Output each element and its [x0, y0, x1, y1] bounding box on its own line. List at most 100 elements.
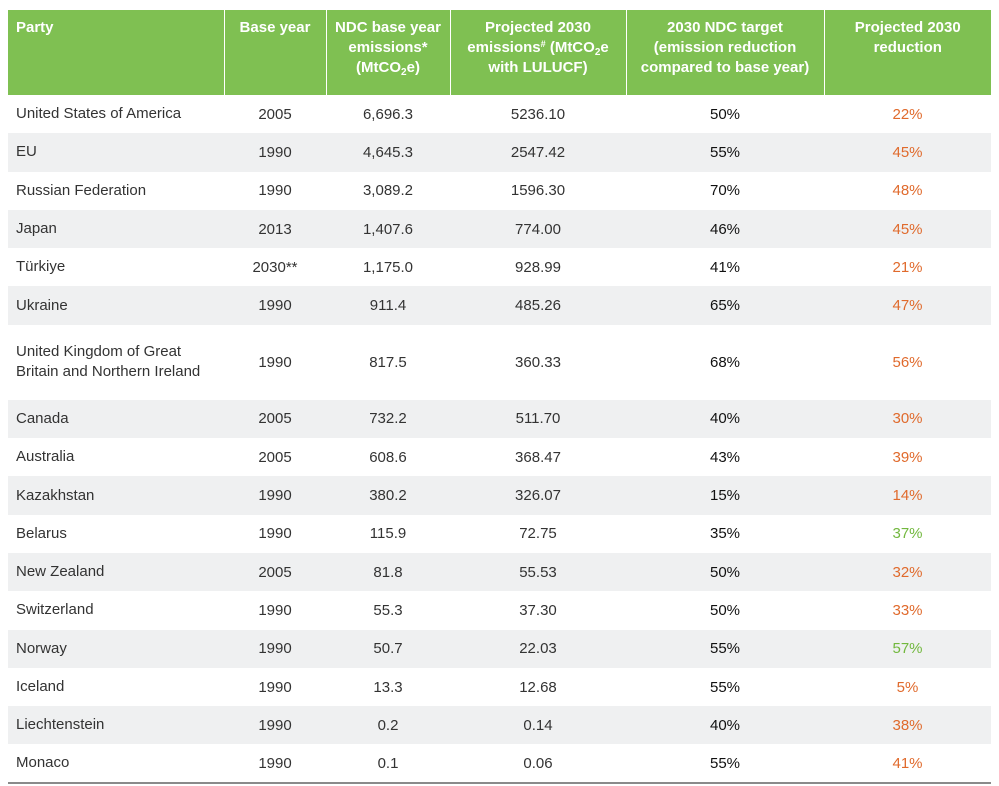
cell-projected-emissions: 55.53 [450, 552, 626, 592]
header-ndc-target: 2030 NDC target (emission reduction comp… [626, 10, 825, 95]
cell-party: Canada [8, 399, 224, 439]
table-row: Japan 2013 1,407.6 774.00 46% 45% [8, 209, 991, 249]
cell-party: Iceland [16, 678, 65, 695]
cell-ndc-target: 50% [709, 105, 741, 123]
table-row: Kazakhstan 1990 380.2 326.07 15% 14% [8, 476, 991, 515]
cell-party: Kazakhstan [8, 476, 224, 515]
header-projected-reduction: Projected 2030 reduction [824, 10, 991, 95]
cell-projected-emissions: 485.26 [450, 286, 626, 325]
cell-projected-reduction: 47% [824, 286, 991, 325]
table-row: United States of America 2005 6,696.3 5236.… [8, 95, 991, 133]
header-ndc-base-sub: 2 [401, 67, 407, 78]
cell-base-year: 1990 [258, 601, 292, 619]
cell-projected-reduction: 45% [824, 209, 991, 249]
cell-base-emissions: 732.2 [326, 399, 450, 439]
cell-base-year: 1990 [224, 476, 326, 515]
cell-base-year: 1990 [258, 353, 292, 371]
cell-projected-emissions: 511.70 [450, 399, 626, 439]
cell-party: New Zealand [8, 552, 224, 592]
table-row: Belarus 1990 115.9 72.75 35% 37% [8, 515, 991, 553]
cell-projected-emissions: 928.99 [515, 258, 561, 276]
cell-base-emissions: 115.9 [369, 525, 407, 543]
ndc-emissions-table: Party Base year NDC base year emissions*… [8, 10, 991, 784]
header-projected-emissions: Projected 2030 emissions# (MtCO2e with L… [450, 10, 627, 95]
cell-base-emissions: 6,696.3 [362, 105, 414, 123]
table-row: Ukraine 1990 911.4 485.26 65% 47% [8, 286, 991, 325]
cell-base-year: 1990 [224, 706, 326, 745]
cell-base-year: 2005 [258, 105, 292, 123]
cell-base-emissions: 1,175.0 [362, 258, 414, 276]
cell-projected-reduction: 57% [824, 629, 991, 668]
cell-projected-reduction: 45% [824, 133, 991, 172]
cell-projected-emissions: 37.30 [519, 601, 557, 619]
cell-ndc-target: 46% [626, 209, 824, 249]
cell-ndc-target: 50% [709, 601, 741, 619]
cell-projected-reduction: 14% [824, 476, 991, 515]
cell-projected-emissions: 1596.30 [510, 182, 566, 200]
header-proj-unit: (MtCO [545, 39, 595, 56]
cell-base-emissions: 608.6 [369, 448, 407, 466]
cell-ndc-target: 40% [626, 399, 824, 439]
cell-party: Australia [16, 448, 75, 466]
cell-projected-reduction: 22% [892, 105, 923, 123]
header-ndc-base-text: NDC base year emissions* [335, 19, 441, 56]
cell-party: Norway [8, 629, 224, 668]
table-row: Liechtenstein 1990 0.2 0.14 40% 38% [8, 706, 991, 745]
table-body: United States of America 2005 6,696.3 5236.… [8, 95, 991, 784]
cell-projected-emissions: 774.00 [450, 209, 626, 249]
cell-base-emissions: 4,645.3 [326, 133, 450, 172]
table-row: Canada 2005 732.2 511.70 40% 30% [8, 399, 991, 439]
cell-base-emissions: 55.3 [373, 601, 403, 619]
cell-party: Türkiye [16, 258, 66, 276]
cell-ndc-target: 68% [709, 353, 741, 371]
header-proj-unit-end: e with LULUCF) [488, 39, 609, 76]
cell-base-emissions: 911.4 [326, 286, 450, 325]
cell-base-emissions: 1,407.6 [326, 209, 450, 249]
emissions-table-container: Party Base year NDC base year emissions*… [8, 10, 991, 784]
cell-projected-emissions: 12.68 [519, 678, 557, 696]
cell-ndc-target: 55% [626, 744, 824, 784]
cell-base-emissions: 3,089.2 [362, 182, 414, 200]
header-row: Party Base year NDC base year emissions*… [8, 10, 991, 95]
cell-base-emissions: 50.7 [326, 629, 450, 668]
cell-base-emissions: 817.5 [369, 353, 407, 371]
cell-ndc-target: 35% [709, 525, 741, 543]
header-ndc-base-unit-end: e) [406, 59, 420, 76]
header-party: Party [8, 10, 225, 95]
cell-party: Japan [8, 209, 224, 249]
table-row: Iceland 1990 13.3 12.68 55% 5% [8, 668, 991, 706]
cell-ndc-target: 50% [626, 552, 824, 592]
table-row: EU 1990 4,645.3 2547.42 55% 45% [8, 133, 991, 172]
cell-party: United States of America [16, 105, 182, 123]
table-row: Türkiye 2030** 1,175.0 928.99 41% 21% [8, 248, 991, 286]
cell-projected-emissions: 0.14 [450, 706, 626, 745]
cell-ndc-target: 65% [626, 286, 824, 325]
cell-base-year: 1990 [224, 744, 326, 784]
cell-party: Liechtenstein [8, 706, 224, 745]
header-ndc-base-emissions: NDC base year emissions* (MtCO2e) [326, 10, 451, 95]
cell-base-year: 1990 [258, 525, 292, 543]
cell-projected-reduction: 30% [824, 399, 991, 439]
table-row: Norway 1990 50.7 22.03 55% 57% [8, 629, 991, 668]
cell-projected-emissions: 22.03 [450, 629, 626, 668]
table-row: New Zealand 2005 81.8 55.53 50% 32% [8, 552, 991, 592]
cell-party: Monaco [8, 744, 224, 784]
cell-projected-emissions: 368.47 [515, 448, 561, 466]
cell-projected-emissions: 72.75 [519, 525, 557, 543]
cell-projected-reduction: 39% [892, 448, 923, 466]
table-row: Monaco 1990 0.1 0.06 55% 41% [8, 744, 991, 784]
cell-base-year: 2005 [224, 552, 326, 592]
table-row: Russian Federation 1990 3,089.2 1596.30 70% 4… [8, 172, 991, 210]
cell-ndc-target: 55% [709, 678, 741, 696]
table-row: Switzerland 1990 55.3 37.30 50% 33% [8, 591, 991, 629]
cell-base-emissions: 0.1 [326, 744, 450, 784]
cell-party: Switzerland [16, 601, 94, 619]
cell-projected-reduction: 41% [824, 744, 991, 784]
cell-projected-reduction: 56% [892, 353, 923, 371]
cell-base-year: 1990 [224, 286, 326, 325]
table-row: Australia 2005 608.6 368.47 43% 39% [8, 438, 991, 476]
header-proj-text: Projected 2030 emissions [467, 19, 591, 56]
cell-base-year: 2005 [258, 448, 292, 466]
cell-projected-reduction: 5% [896, 678, 919, 696]
cell-projected-reduction: 48% [892, 182, 923, 200]
